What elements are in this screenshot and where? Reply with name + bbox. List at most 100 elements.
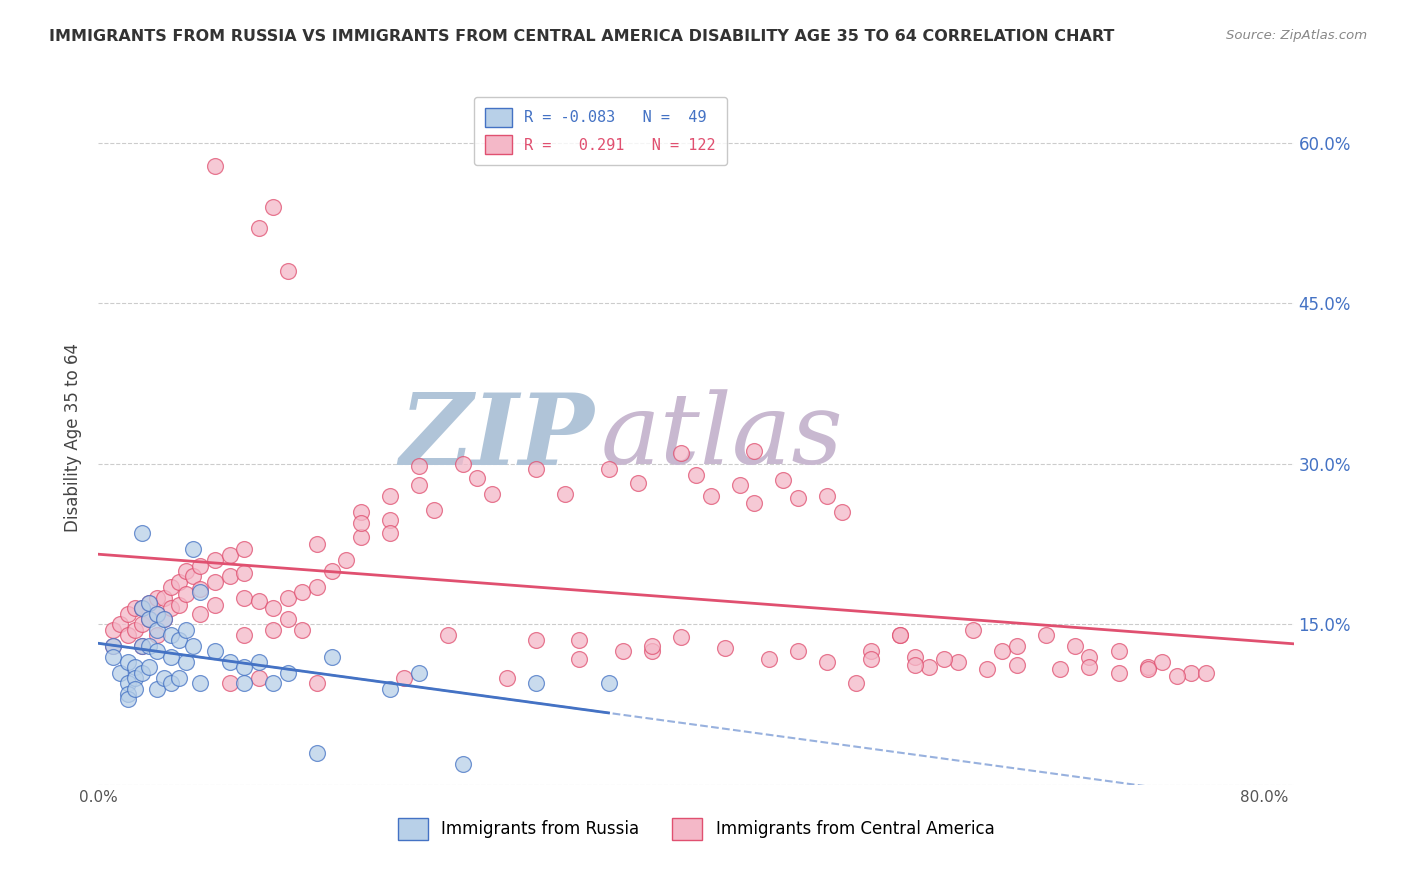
Point [568,633,591,648]
Point [1078,649,1101,664]
Point [233,676,256,690]
Point [714,640,737,655]
Point [932,651,955,665]
Point [378,681,401,696]
Point [262,601,284,615]
Point [110,665,132,680]
Point [160,649,183,664]
Point [378,526,401,541]
Point [524,462,547,476]
Point [145,607,167,621]
Point [204,574,226,589]
Point [145,623,167,637]
Point [1152,655,1174,669]
Point [218,676,240,690]
Point [218,569,240,583]
Point [174,564,197,578]
Point [1180,665,1202,680]
Text: Source: ZipAtlas.com: Source: ZipAtlas.com [1226,29,1367,43]
Point [153,671,176,685]
Point [233,591,256,605]
Point [262,200,284,214]
Point [190,607,212,621]
Point [451,756,474,771]
Point [101,639,124,653]
Point [437,628,460,642]
Point [408,665,430,680]
Point [671,630,693,644]
Point [124,660,146,674]
Point [138,596,160,610]
Point [218,655,240,669]
Point [277,665,299,680]
Point [1108,665,1130,680]
Point [1136,662,1159,676]
Point [1005,658,1028,673]
Point [277,591,299,605]
Point [948,655,970,669]
Point [131,526,153,541]
Point [138,596,160,610]
Point [350,505,373,519]
Point [190,676,212,690]
Point [138,612,160,626]
Point [742,496,765,510]
Point [524,633,547,648]
Point [167,633,190,648]
Point [641,639,664,653]
Point [394,671,416,685]
Point [181,542,204,557]
Point [131,639,153,653]
Point [321,564,343,578]
Point [772,473,794,487]
Point [145,681,167,696]
Point [167,574,190,589]
Point [976,662,998,676]
Point [145,628,167,642]
Point [321,649,343,664]
Point [233,542,256,557]
Point [1136,660,1159,674]
Point [991,644,1014,658]
Point [138,660,160,674]
Point [131,639,153,653]
Point [350,516,373,530]
Point [181,639,204,653]
Point [378,489,401,503]
Point [568,651,591,665]
Point [153,591,176,605]
Point [422,503,444,517]
Point [174,587,197,601]
Point [598,462,620,476]
Y-axis label: Disability Age 35 to 64: Disability Age 35 to 64 [65,343,83,532]
Point [117,628,139,642]
Point [101,639,124,653]
Point [1195,665,1218,680]
Point [787,644,810,658]
Point [305,580,328,594]
Point [174,623,197,637]
Point [101,623,124,637]
Point [277,612,299,626]
Point [378,512,401,526]
Point [699,489,721,503]
Point [627,476,650,491]
Point [335,553,357,567]
Point [758,651,780,665]
Point [918,660,941,674]
Point [408,458,430,473]
Point [685,467,707,482]
Point [350,530,373,544]
Point [671,446,693,460]
Point [174,655,197,669]
Point [524,676,547,690]
Point [1108,644,1130,658]
Point [233,566,256,580]
Point [859,644,882,658]
Point [612,644,634,658]
Point [160,628,183,642]
Point [131,665,153,680]
Point [131,601,153,615]
Point [190,585,212,599]
Text: atlas: atlas [600,390,844,484]
